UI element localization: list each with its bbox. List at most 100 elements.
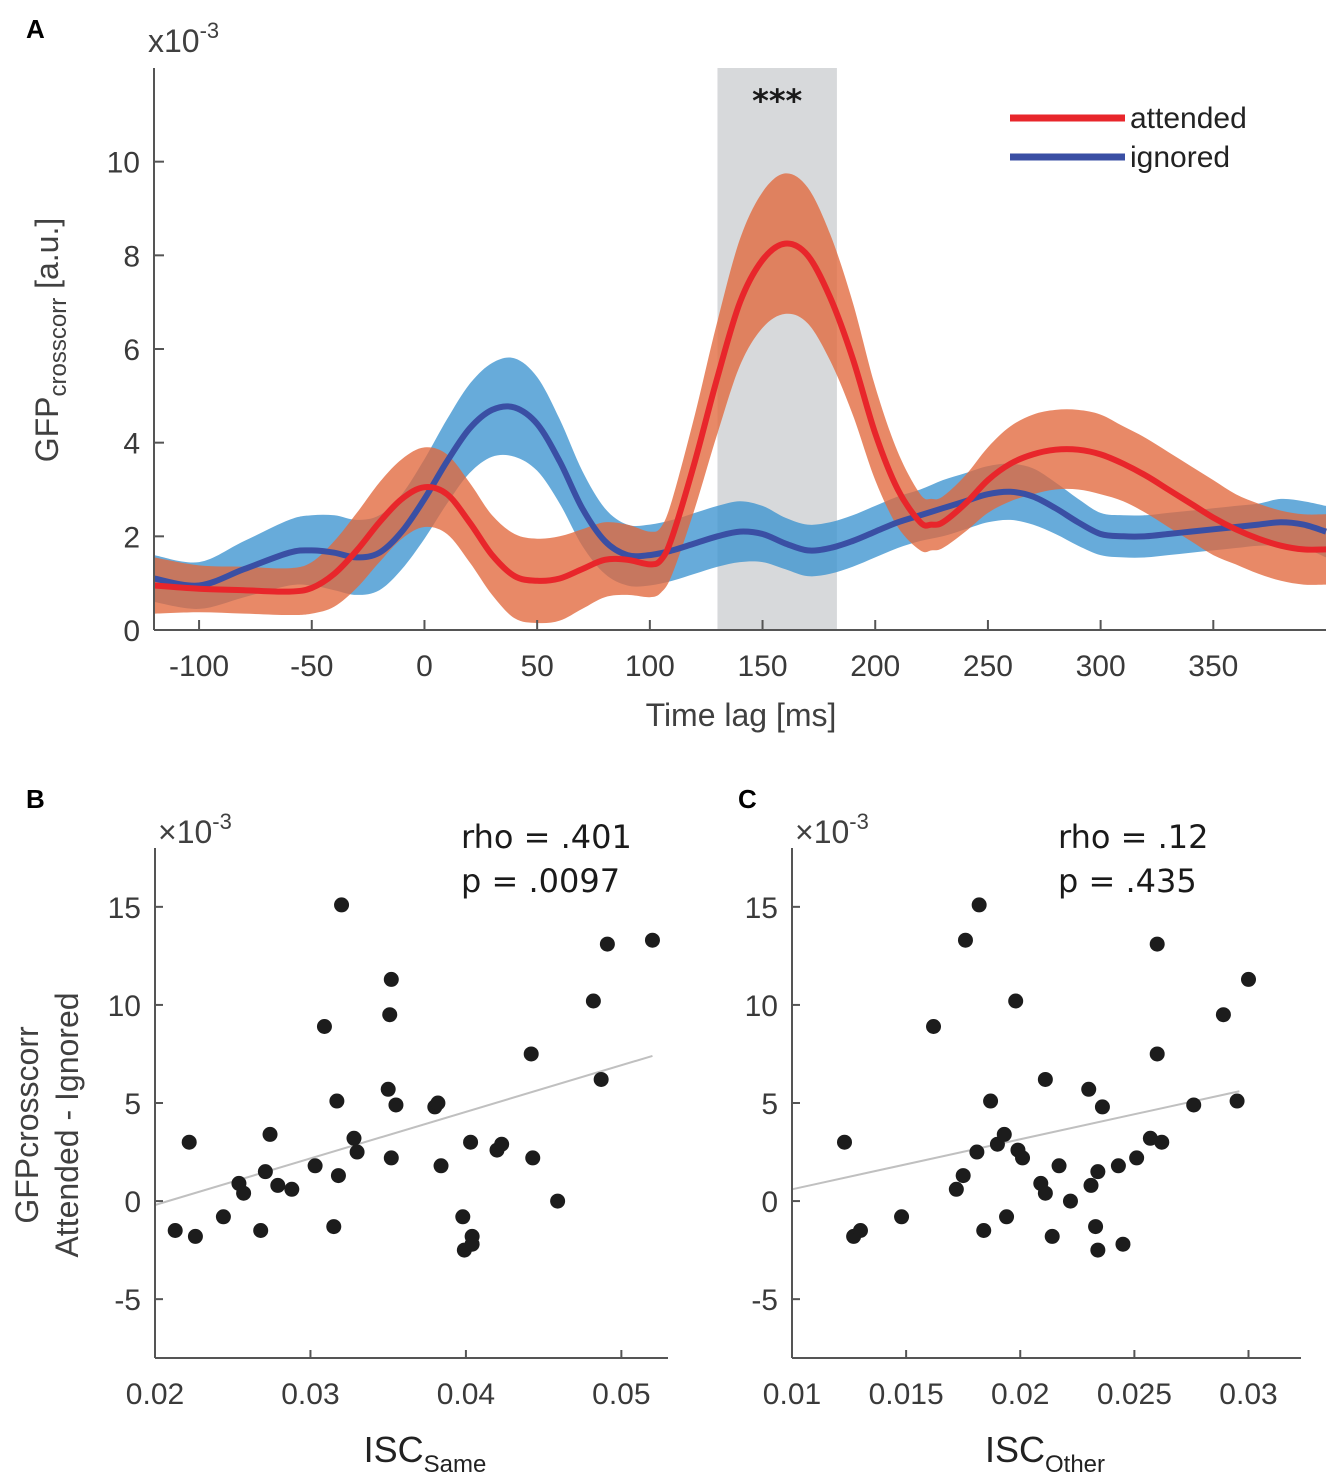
- legend-label-attended: attended: [1130, 102, 1247, 135]
- data-point: [1037, 1071, 1053, 1087]
- regression-line: [791, 1090, 1240, 1191]
- line-attended: [153, 240, 1327, 595]
- data-point: [971, 897, 987, 913]
- x-tick-label: 350: [1188, 650, 1238, 683]
- data-point: [1051, 1158, 1067, 1174]
- rho-value: rho = .401: [461, 818, 632, 856]
- line-ignored: [153, 403, 1327, 589]
- x-tick-label: 0.02: [126, 1378, 184, 1411]
- panel-c: C ×10-3 0.01 0.015 0.02 0.025 0.03 -5051015 …: [738, 784, 1301, 1472]
- panel-a-axes: [153, 68, 1326, 631]
- y-tick-label: 8: [123, 240, 140, 273]
- data-point: [999, 1209, 1015, 1225]
- data-point: [550, 1193, 566, 1209]
- data-point: [976, 1223, 992, 1238]
- data-point: [926, 1019, 942, 1034]
- panel-c-letter: C: [738, 784, 757, 814]
- data-point: [836, 1134, 852, 1150]
- data-point: [383, 971, 399, 987]
- data-point: [455, 1209, 471, 1225]
- y-tick-label: 15: [745, 892, 778, 925]
- y-tick-label: 4: [123, 428, 140, 461]
- data-point: [284, 1181, 300, 1197]
- p-value: p = .0097: [461, 862, 620, 900]
- x-axis-label: Time lag [ms]: [646, 697, 837, 733]
- data-point: [334, 897, 350, 913]
- x-tick-labels: 0.02 0.03 0.04 0.05: [126, 1378, 651, 1411]
- data-point: [1215, 1007, 1231, 1023]
- data-point: [948, 1181, 964, 1197]
- data-point: [349, 1144, 365, 1160]
- data-point: [644, 932, 660, 948]
- data-point: [969, 1144, 985, 1160]
- data-point: [894, 1209, 910, 1225]
- x-tick-label: 0: [416, 650, 433, 683]
- data-point: [1115, 1236, 1131, 1252]
- y-tick-label: 2: [123, 521, 140, 554]
- band-attended: [154, 173, 1326, 624]
- data-point: [1088, 1219, 1104, 1235]
- y-tick-labels: 0 2 4 6 8 10: [107, 147, 140, 648]
- y-axis-label-line2: Attended - Ignored: [49, 992, 85, 1257]
- panel-b-axes: [154, 848, 668, 1359]
- y-exponent: x10-3: [148, 18, 219, 59]
- y-axis-label: GFPcrosscorr [a.u.]: [29, 218, 72, 463]
- data-point: [1149, 936, 1165, 952]
- y-exponent: ×10-3: [795, 809, 869, 850]
- y-tick-labels: -5 0 5 10 15: [745, 892, 778, 1317]
- y-tick-label: 10: [107, 147, 140, 180]
- data-point: [1044, 1228, 1060, 1244]
- data-point: [1149, 1046, 1165, 1062]
- data-point: [430, 1095, 446, 1111]
- y-exponent: ×10-3: [158, 809, 232, 850]
- data-point: [585, 993, 601, 1009]
- panel-a: A *** -100 -50 0 50 100 150 200 250 300 350 0 2 4 6 8…: [26, 14, 1327, 733]
- p-value: p = .435: [1058, 862, 1197, 900]
- data-point: [236, 1185, 252, 1201]
- data-point: [1081, 1081, 1097, 1097]
- y-tick-labels: -5 0 5 10 15: [108, 892, 141, 1317]
- y-tick-label: 5: [124, 1088, 141, 1121]
- y-tick-label: -5: [114, 1284, 141, 1317]
- panel-b-letter: B: [26, 784, 45, 814]
- y-tick-label: 10: [108, 990, 141, 1023]
- data-point: [852, 1223, 868, 1238]
- data-point: [1037, 1185, 1053, 1201]
- data-point: [329, 1093, 345, 1109]
- x-tick-label: 100: [625, 650, 675, 683]
- x-tick-labels: -100 -50 0 50 100 150 200 250 300 350: [169, 650, 1238, 683]
- data-point: [1083, 1177, 1099, 1193]
- y-tick-label: -5: [751, 1284, 778, 1317]
- x-axis-label: ISCSame: [364, 1429, 487, 1472]
- legend-label-ignored: ignored: [1130, 141, 1230, 174]
- y-tick-label: 0: [123, 615, 140, 648]
- data-point: [525, 1150, 541, 1166]
- data-point: [523, 1046, 539, 1062]
- panel-b: B ×10-3 0.02 0.03 0.04 0.05 -5 0 5 10 15 rho = …: [9, 784, 668, 1472]
- x-tick-label: -50: [290, 650, 333, 683]
- data-point: [1229, 1093, 1245, 1109]
- data-point: [1241, 971, 1257, 987]
- data-point: [1110, 1158, 1126, 1174]
- data-point: [187, 1228, 203, 1244]
- data-point: [1142, 1130, 1158, 1146]
- data-point: [330, 1168, 346, 1184]
- data-point: [1094, 1099, 1110, 1115]
- mean-lines: [153, 240, 1327, 595]
- y-tick-label: 0: [124, 1186, 141, 1219]
- x-tick-label: -100: [169, 650, 229, 683]
- fit-line: [791, 1090, 1240, 1191]
- x-tick-label: 300: [1076, 650, 1126, 683]
- x-tick-label: 0.05: [592, 1378, 650, 1411]
- significance-stars: ***: [752, 82, 802, 120]
- confidence-bands: [154, 173, 1326, 624]
- data-point: [257, 1164, 273, 1180]
- data-point: [494, 1136, 510, 1152]
- data-point: [383, 1150, 399, 1166]
- data-point: [599, 936, 615, 952]
- data-point: [388, 1097, 404, 1113]
- data-point: [593, 1071, 609, 1087]
- y-tick-label: 5: [761, 1088, 778, 1121]
- data-point: [215, 1209, 231, 1225]
